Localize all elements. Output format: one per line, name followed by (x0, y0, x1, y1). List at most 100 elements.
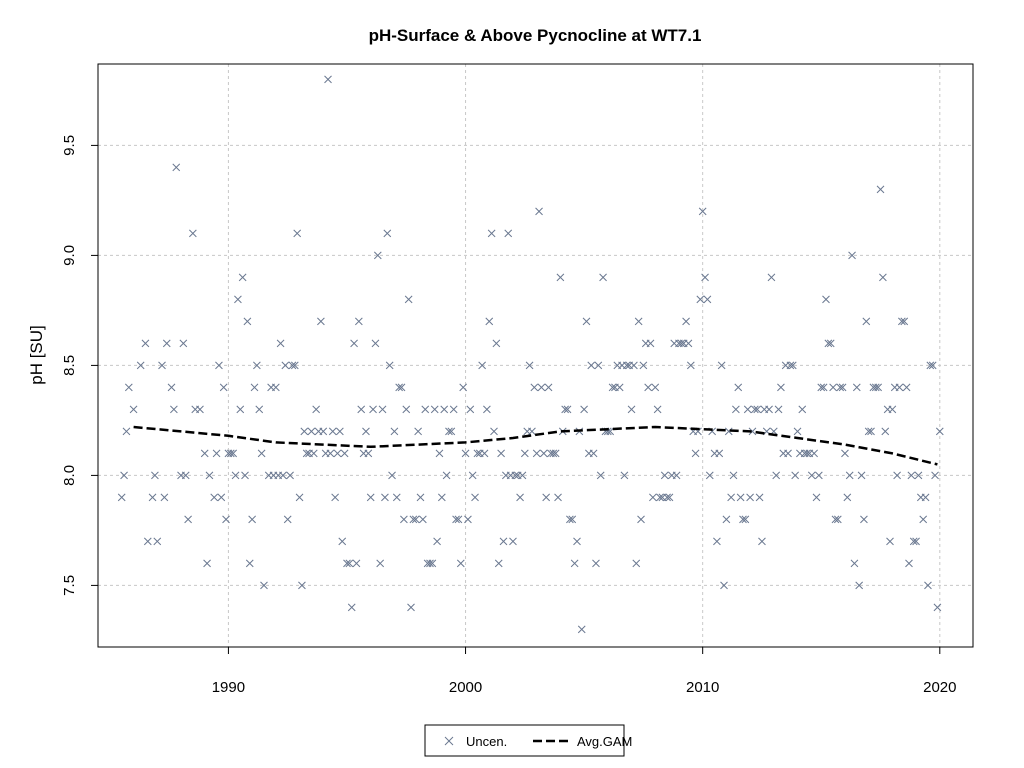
data-point (362, 427, 370, 436)
data-point (253, 361, 261, 370)
data-point (902, 383, 911, 392)
data-point (568, 515, 577, 524)
data-point (141, 339, 150, 348)
data-point (167, 383, 176, 392)
data-point (826, 339, 835, 348)
data-point (331, 493, 339, 502)
data-point (317, 317, 325, 326)
data-point (480, 449, 489, 458)
data-point (791, 471, 800, 480)
data-point (483, 405, 491, 414)
data-point (788, 361, 797, 370)
data-point (288, 361, 297, 370)
scatter-points (117, 75, 944, 634)
data-point (656, 493, 664, 502)
data-point (319, 427, 328, 436)
data-point (931, 471, 939, 480)
data-point (492, 339, 501, 348)
data-point (841, 449, 849, 458)
data-point (345, 559, 354, 568)
data-point (478, 361, 486, 370)
data-point (722, 515, 731, 524)
data-point (898, 317, 906, 326)
data-point (520, 449, 529, 458)
data-point (158, 361, 166, 370)
data-point (632, 559, 641, 568)
data-point (905, 559, 913, 568)
data-point (181, 471, 190, 480)
data-point (511, 471, 520, 480)
data-point (170, 405, 178, 414)
data-point (765, 405, 773, 414)
data-point (874, 383, 883, 392)
chart-title: pH-Surface & Above Pycnocline at WT7.1 (369, 26, 702, 45)
data-point (900, 317, 909, 326)
data-point (354, 317, 363, 326)
data-point (928, 361, 937, 370)
data-point (691, 449, 700, 458)
data-point (504, 229, 513, 238)
data-point (376, 559, 385, 568)
data-point (850, 559, 859, 568)
data-point (860, 515, 868, 524)
data-point (651, 383, 660, 392)
data-point (243, 317, 252, 326)
data-point (490, 427, 498, 436)
data-point (120, 471, 128, 480)
data-point (302, 449, 311, 458)
y-tick-label: 7.5 (61, 575, 78, 596)
y-tick-label: 8.5 (61, 355, 78, 376)
data-point (852, 383, 861, 392)
data-point (435, 449, 444, 458)
data-point (535, 207, 543, 216)
data-point (855, 581, 864, 590)
data-point (357, 405, 366, 414)
data-point (234, 295, 242, 304)
data-point (843, 493, 852, 502)
data-point (815, 471, 823, 480)
data-point (786, 361, 795, 370)
data-point (819, 383, 828, 392)
data-point (803, 449, 811, 458)
data-point (151, 471, 159, 480)
data-point (200, 449, 209, 458)
data-point (862, 317, 871, 326)
data-point (881, 427, 890, 436)
data-point (397, 383, 406, 392)
data-point (620, 471, 629, 480)
y-tick-label: 8.0 (61, 465, 78, 486)
data-point (464, 515, 472, 524)
data-point (324, 75, 332, 84)
data-point (516, 493, 524, 502)
legend-label-uncen: Uncen. (466, 734, 507, 749)
data-point (419, 515, 427, 524)
data-point (649, 493, 657, 502)
data-point (343, 559, 351, 568)
data-point (293, 229, 302, 238)
data-point (729, 471, 738, 480)
data-point (271, 383, 280, 392)
y-axis: 7.5 8.0 8.5 9.0 9.5 (61, 135, 98, 596)
data-point (592, 559, 600, 568)
gam-line-group (133, 425, 938, 466)
data-point (414, 427, 422, 436)
data-point (336, 427, 344, 436)
data-point (845, 471, 854, 480)
data-point (696, 295, 705, 304)
data-point (746, 493, 754, 502)
data-point (352, 559, 361, 568)
data-point (663, 493, 671, 502)
data-point (739, 515, 747, 524)
legend-label-avg-gam: Avg.GAM (577, 734, 632, 749)
data-point (283, 515, 292, 524)
data-point (456, 559, 465, 568)
data-point (215, 361, 223, 370)
data-point (229, 449, 238, 458)
y-axis-label: pH [SU] (27, 325, 46, 385)
data-point (437, 493, 446, 502)
data-point (551, 449, 560, 458)
data-point (677, 339, 686, 348)
data-point (241, 471, 249, 480)
data-point (748, 427, 757, 436)
